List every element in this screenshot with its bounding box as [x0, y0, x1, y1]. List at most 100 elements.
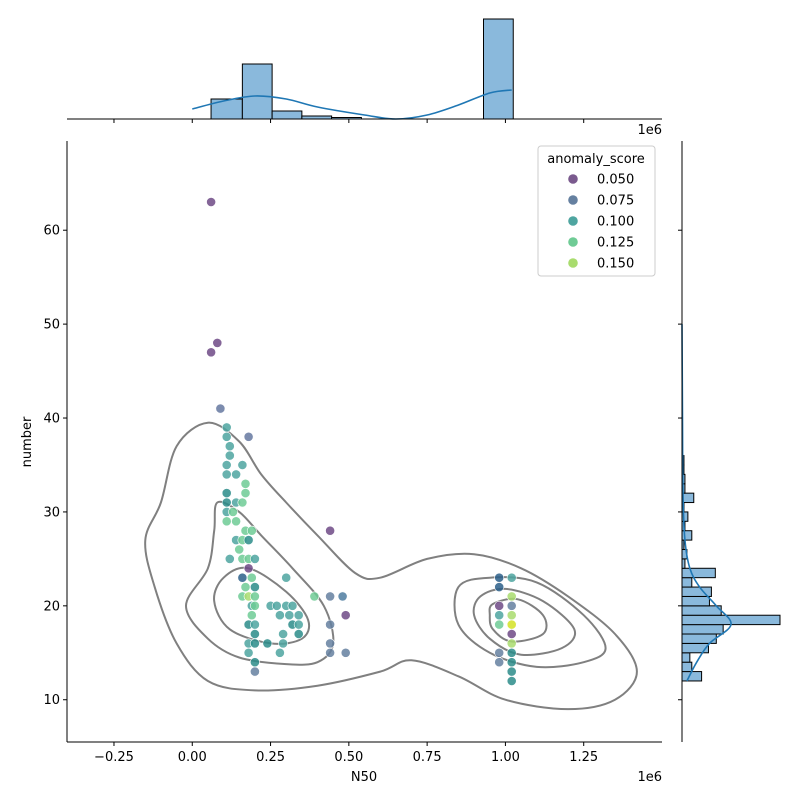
scatter-point	[249, 582, 260, 592]
kde-contour-4	[472, 587, 577, 657]
scatter-point	[494, 600, 505, 611]
scatter-point	[234, 544, 245, 555]
scatter-point	[293, 610, 304, 621]
x-tick-label: 0.75	[413, 750, 442, 765]
scatter-point	[293, 619, 304, 630]
x-ticks: −0.25 0.00 0.25 0.50 0.75 1.00 1.25	[94, 742, 598, 765]
scatter-point	[325, 591, 335, 602]
y-tick-label: 30	[43, 505, 60, 520]
scatter-point	[246, 610, 257, 621]
legend-frame	[537, 145, 656, 277]
scatter-point	[506, 647, 517, 658]
scatter-point	[506, 666, 517, 677]
scatter-point	[212, 337, 223, 348]
legend: anomaly_score 0.050 0.075 0.100 0.125 0.150	[537, 145, 656, 277]
right-hist-bar	[681, 624, 724, 635]
scatter-point	[325, 638, 335, 649]
scatter-point	[325, 647, 335, 658]
right-hist-bar	[681, 595, 710, 607]
scatter-point	[287, 600, 298, 611]
scatter-point	[246, 572, 257, 583]
scatter-point	[249, 554, 260, 564]
scatter-point	[206, 347, 216, 358]
right-marginal-histogram	[678, 229, 781, 701]
scatter-point	[249, 638, 260, 649]
scatter-point	[249, 600, 260, 611]
right-hist-bar	[681, 530, 693, 541]
scatter-point	[221, 431, 232, 442]
legend-entry-label: 0.100	[597, 215, 634, 230]
top-kde-line	[192, 89, 512, 120]
scatter-point	[340, 647, 351, 658]
scatter-point	[243, 563, 254, 574]
right-hist-bar	[681, 567, 716, 579]
scatter-point	[278, 629, 288, 639]
legend-entry-label: 0.125	[597, 236, 634, 251]
legend-entry-label: 0.150	[597, 257, 634, 272]
scatter-point	[206, 197, 216, 207]
scatter-point	[494, 647, 505, 658]
top-hist-bar	[241, 63, 273, 120]
scatter-point	[249, 619, 260, 630]
scatter-point	[224, 441, 235, 452]
legend-marker	[568, 258, 578, 268]
scatter-point	[494, 619, 505, 630]
kde-contour-2	[213, 566, 311, 645]
right-hist-bar	[681, 605, 722, 616]
scatter-point	[240, 478, 251, 489]
kde-contour-1	[184, 500, 335, 666]
scatter-point	[243, 647, 254, 658]
legend-marker	[568, 195, 578, 205]
scatter-point	[249, 666, 260, 677]
x-tick-label: −0.25	[94, 750, 134, 765]
x-tick-label: 0.50	[334, 750, 363, 765]
right-hist-bar	[681, 671, 703, 682]
y-tick-label: 60	[43, 224, 60, 239]
scatter-point	[506, 619, 517, 630]
scatter-point	[494, 610, 505, 621]
scatter-point	[293, 629, 304, 639]
scatter-point	[337, 591, 348, 602]
scatter-point	[221, 497, 232, 508]
scatter-point	[284, 610, 295, 621]
scatter-point	[221, 516, 232, 527]
scatter-point	[221, 460, 232, 470]
right-kde-line	[681, 324, 732, 682]
scatter-point	[221, 488, 232, 498]
scatter-point	[237, 572, 248, 583]
scatter-points	[206, 197, 517, 686]
scatter-point	[340, 610, 351, 621]
kde-contour-5	[488, 597, 548, 643]
x-tick-label: 1.00	[491, 750, 520, 765]
scatter-point	[506, 676, 517, 686]
x-tick-label: 0.25	[256, 750, 285, 765]
scatter-point	[506, 591, 517, 602]
y-tick-label: 10	[43, 693, 60, 708]
y-axis-label: number	[20, 416, 35, 467]
scatter-point	[249, 629, 260, 639]
legend-title: anomaly_score	[547, 152, 645, 167]
x-tick-label: 1.25	[569, 750, 598, 765]
top-marginal-histogram	[113, 18, 585, 123]
scatter-point	[271, 600, 282, 611]
scatter-point	[240, 488, 251, 498]
right-hist-bar	[681, 577, 693, 588]
scatter-point	[494, 657, 505, 668]
scatter-point	[274, 647, 285, 658]
y-ticks: 10 20 30 40 50 60	[43, 224, 67, 708]
top-marginal-offset-label: 1e6	[637, 123, 662, 138]
y-tick-label: 50	[43, 318, 60, 333]
scatter-point	[281, 572, 292, 583]
scatter-point	[221, 422, 232, 433]
y-tick-label: 20	[43, 599, 60, 614]
scatter-point	[224, 554, 235, 564]
scatter-point	[506, 572, 517, 583]
scatter-point	[249, 591, 260, 602]
legend-entry-label: 0.075	[597, 194, 634, 209]
scatter-point	[506, 657, 517, 668]
scatter-point	[325, 525, 335, 536]
top-hist-bar	[271, 110, 303, 120]
legend-entry-label: 0.050	[597, 173, 634, 188]
scatter-point	[231, 516, 241, 527]
